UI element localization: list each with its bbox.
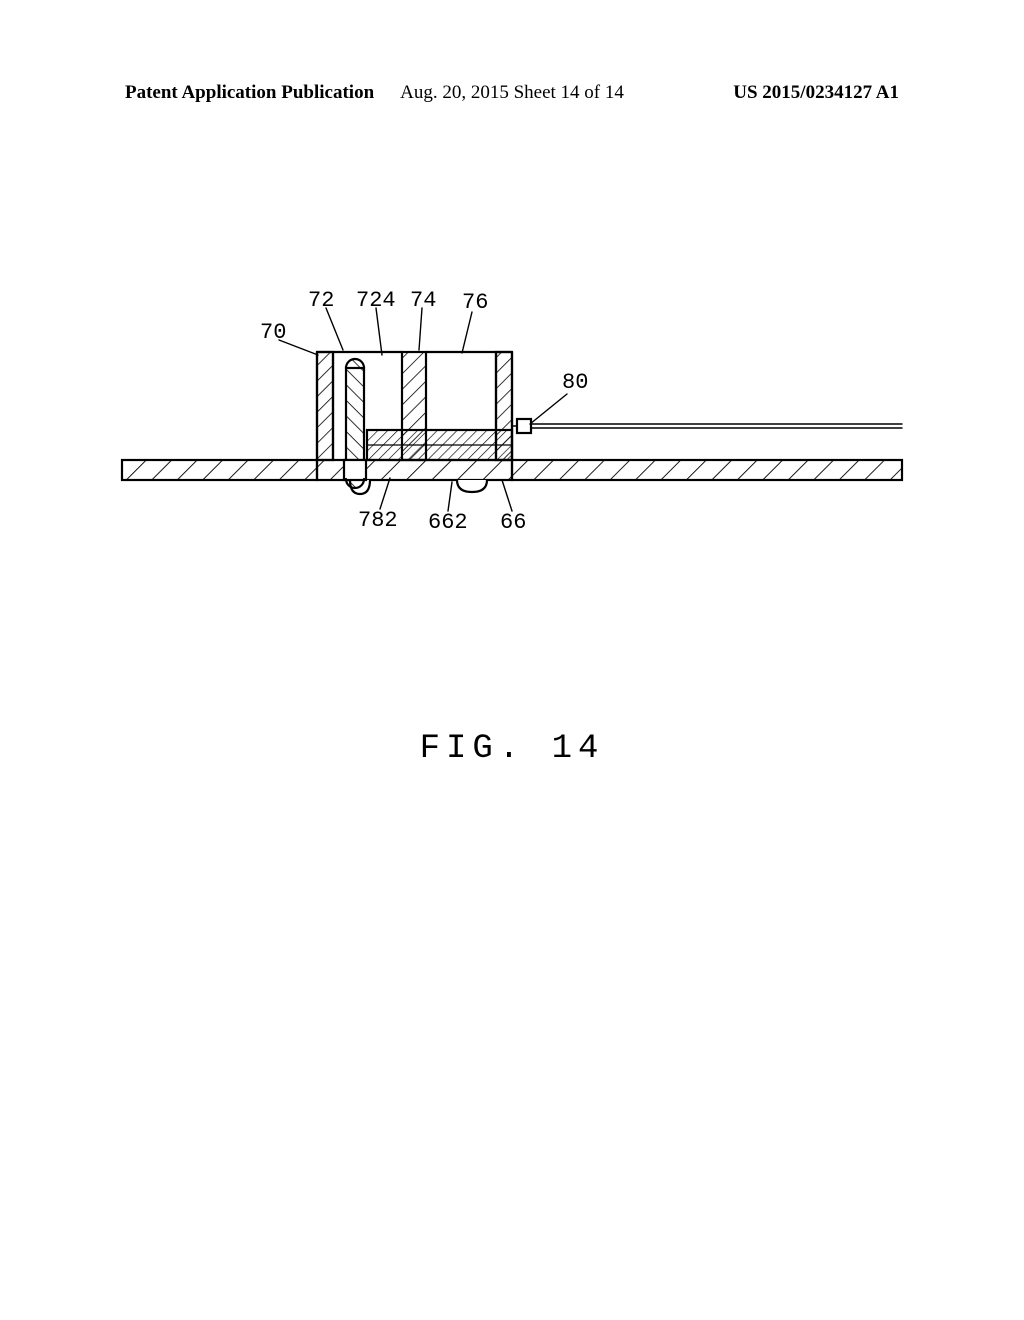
- ref-label-66: 66: [500, 510, 526, 535]
- ref-label-74: 74: [410, 290, 436, 313]
- figure-caption: FIG. 14: [420, 730, 605, 768]
- header-patent-number: US 2015/0234127 A1: [733, 82, 899, 104]
- header-date-sheet: Aug. 20, 2015 Sheet 14 of 14: [400, 82, 624, 104]
- figure-14: 707272474768078266266: [112, 290, 912, 590]
- ref-label-72: 72: [308, 290, 334, 313]
- header-publication-type: Patent Application Publication: [125, 82, 374, 104]
- figure-drawing: 707272474768078266266: [112, 290, 912, 590]
- ref-label-662: 662: [428, 510, 468, 535]
- ref-label-76: 76: [462, 290, 488, 315]
- patent-header: Patent Application Publication Aug. 20, …: [0, 82, 1024, 104]
- ref-label-80: 80: [562, 370, 588, 395]
- ref-label-782: 782: [358, 508, 398, 533]
